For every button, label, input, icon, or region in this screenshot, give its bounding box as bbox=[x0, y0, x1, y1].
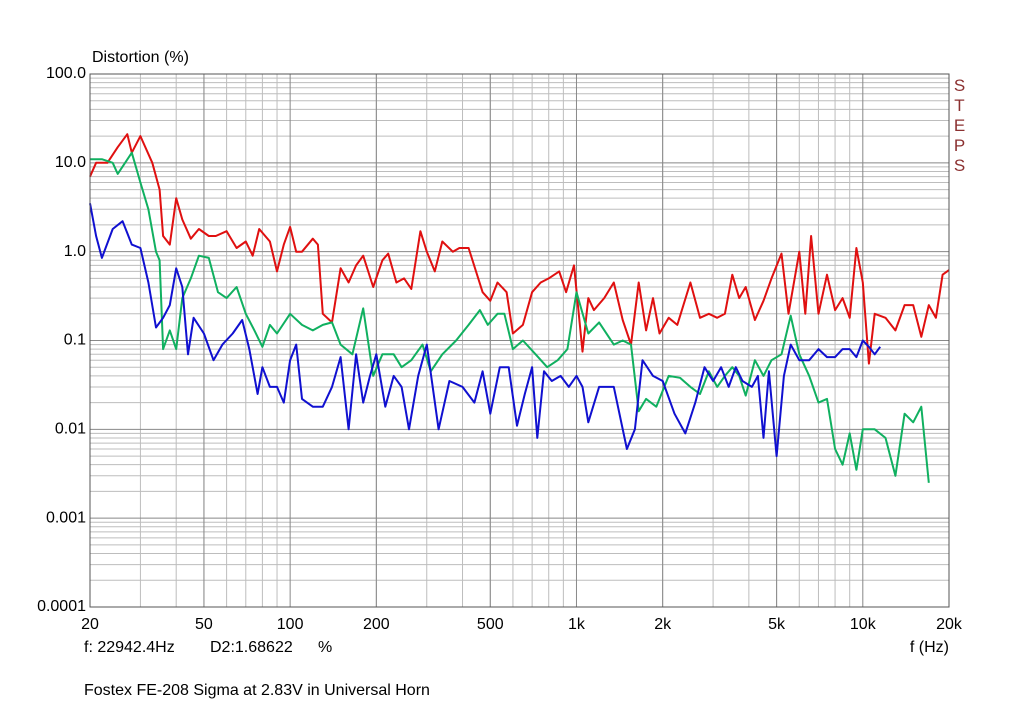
x-tick-label: 20 bbox=[81, 616, 99, 633]
y-tick-label: 0.1 bbox=[64, 332, 86, 349]
y-axis-label: Distortion (%) bbox=[92, 49, 189, 66]
side-label: STEPS bbox=[950, 76, 969, 176]
x-tick-label: 2k bbox=[654, 616, 672, 633]
x-tick-label: 5k bbox=[768, 616, 786, 633]
y-tick-label: 100.0 bbox=[46, 65, 86, 82]
data-line bbox=[89, 203, 882, 458]
cursor-unit: % bbox=[318, 639, 332, 656]
plot-lines bbox=[89, 133, 950, 483]
y-tick-label: 0.001 bbox=[46, 509, 86, 526]
y-tick-label: 0.0001 bbox=[37, 598, 86, 615]
x-tick-label: 500 bbox=[477, 616, 504, 633]
data-line bbox=[89, 133, 950, 365]
cursor-value: D2:1.68622 bbox=[210, 639, 293, 656]
x-tick-label: 1k bbox=[568, 616, 586, 633]
x-tick-label: 10k bbox=[850, 616, 877, 633]
plot-frame bbox=[89, 73, 950, 608]
x-tick-label: 100 bbox=[277, 616, 304, 633]
y-tick-label: 10.0 bbox=[55, 154, 86, 171]
caption: Fostex FE-208 Sigma at 2.83V in Universa… bbox=[84, 682, 430, 699]
x-tick-label: 20k bbox=[936, 616, 963, 633]
x-axis-label: f (Hz) bbox=[910, 639, 949, 656]
data-line bbox=[90, 151, 930, 483]
cursor-frequency: f: 22942.4Hz bbox=[84, 639, 175, 656]
y-tick-label: 1.0 bbox=[64, 243, 86, 260]
x-tick-label: 50 bbox=[195, 616, 213, 633]
grid bbox=[89, 73, 950, 608]
x-tick-label: 200 bbox=[363, 616, 390, 633]
y-tick-label: 0.01 bbox=[55, 421, 86, 438]
